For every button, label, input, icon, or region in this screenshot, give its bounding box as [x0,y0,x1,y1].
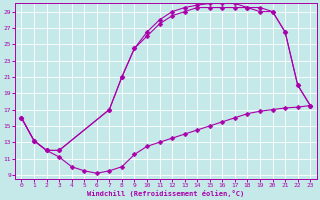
X-axis label: Windchill (Refroidissement éolien,°C): Windchill (Refroidissement éolien,°C) [87,190,244,197]
